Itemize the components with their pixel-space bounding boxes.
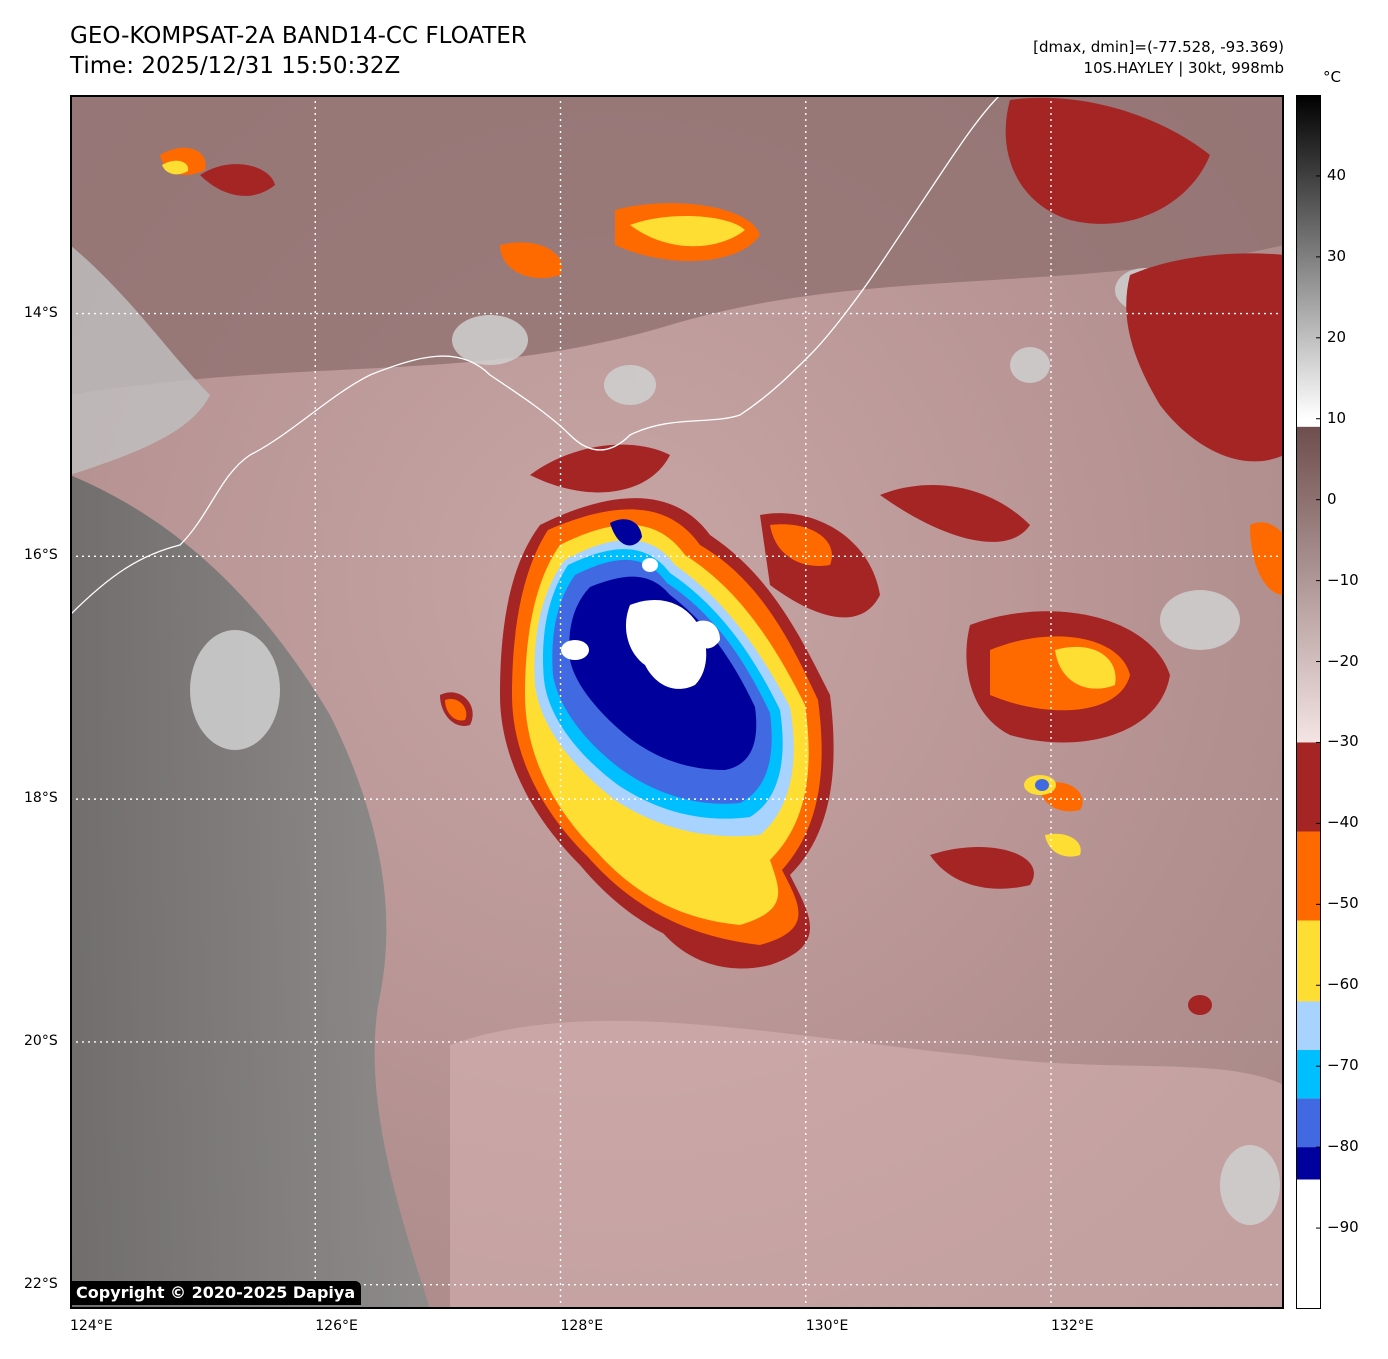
lon-label: 130°E (805, 1318, 849, 1334)
lat-label: 22°S (24, 1275, 58, 1292)
lon-label: 128°E (560, 1318, 604, 1334)
storm-info: 10S.HAYLEY | 30kt, 998mb (1083, 59, 1284, 77)
colorbar-segment (1296, 1179, 1321, 1309)
colorbar-tick-label: 0 (1327, 489, 1337, 508)
colorbar-tick-label: 30 (1327, 246, 1347, 265)
colorbar-tick-label: −20 (1327, 651, 1359, 670)
map-title: GEO-KOMPSAT-2A BAND14-CC FLOATER (70, 23, 527, 49)
colorbar-tick-label: −50 (1327, 894, 1359, 913)
colorbar-segment (1296, 426, 1321, 743)
colorbar-tick-label: −10 (1327, 570, 1359, 589)
map-time: Time: 2025/12/31 15:50:32Z (70, 53, 401, 79)
western-clear-land (70, 475, 430, 1309)
colorbar-tick-label: −70 (1327, 1056, 1359, 1075)
colorbar-tick-label: −80 (1327, 1137, 1359, 1156)
colorbar-tick-label: −60 (1327, 975, 1359, 994)
southern-cloud-band (450, 1020, 1284, 1309)
coastline (70, 95, 1001, 616)
colorbar-segment (1296, 742, 1321, 832)
lat-label: 16°S (24, 547, 58, 564)
colorbar-tick-label: 40 (1327, 165, 1347, 184)
lat-label: 20°S (24, 1032, 58, 1049)
colorbar-tick-label: 20 (1327, 327, 1347, 346)
map-frame (70, 95, 1284, 1309)
northwest-land (70, 245, 210, 475)
colorbar-tick-label: 10 (1327, 408, 1347, 427)
storm-core (500, 498, 834, 965)
colorbar-segment (1296, 1050, 1321, 1099)
colorbar-segment (1296, 831, 1321, 921)
copyright-label: Copyright © 2020-2025 Dapiya (70, 1281, 362, 1305)
lon-label: 124°E (70, 1318, 113, 1334)
small-cold-core (1035, 779, 1049, 791)
satellite-map[interactable] (70, 95, 1284, 1309)
colorbar-segment (1296, 1098, 1321, 1148)
colorbar-segment (1296, 1147, 1321, 1180)
lat-label: 18°S (24, 790, 58, 807)
graticule (70, 95, 1284, 1309)
dmax-dmin-readout: [dmax, dmin]=(-77.528, -93.369) (1033, 38, 1284, 56)
lon-label: 126°E (315, 1318, 358, 1334)
colorbar-segment (1296, 1001, 1321, 1051)
colorbar-segment (1296, 920, 1321, 1002)
lat-label: 14°S (24, 304, 58, 321)
colorbar-tick-label: −30 (1327, 732, 1359, 751)
colorbar (1296, 95, 1321, 1309)
lon-label: 132°E (1051, 1318, 1094, 1334)
cold-cloud-yellow (162, 160, 1116, 857)
colorbar-tick-label: −90 (1327, 1218, 1359, 1237)
colorbar-unit: °C (1323, 68, 1341, 86)
colorbar-tick-label: −40 (1327, 813, 1359, 832)
small-red-cell (1188, 995, 1212, 1015)
